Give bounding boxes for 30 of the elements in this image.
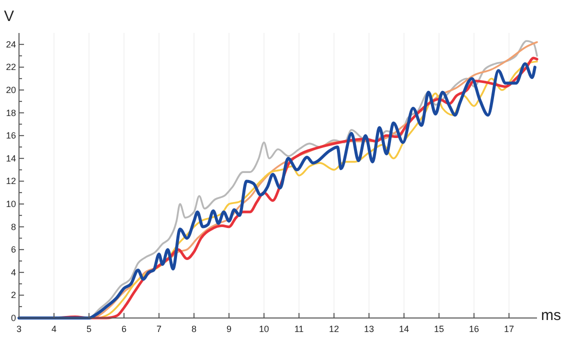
y-tick-label: 4 — [10, 267, 16, 278]
y-tick-label: 12 — [6, 176, 16, 186]
y-tick-label: 18 — [6, 108, 16, 118]
y-axis-title: V — [4, 8, 14, 25]
x-tick-label: 9 — [226, 324, 232, 334]
y-tick-label: 20 — [6, 85, 16, 95]
y-tick-label: 10 — [6, 199, 16, 209]
y-tick-label: 8 — [10, 222, 16, 232]
y-tick-label: 6 — [10, 244, 16, 255]
y-tick-label: 24 — [6, 39, 16, 50]
x-tick-label: 6 — [121, 324, 127, 334]
x-tick-label: 8 — [191, 324, 197, 334]
x-tick-label: 16 — [468, 324, 480, 334]
y-tick-label: 14 — [6, 153, 16, 164]
x-tick-label: 10 — [258, 324, 270, 334]
y-tick-label: 16 — [6, 130, 16, 141]
y-tick-label: 0 — [10, 313, 16, 323]
x-tick-label: 13 — [364, 324, 374, 334]
x-tick-label: 4 — [51, 324, 57, 334]
x-tick-label: 14 — [398, 324, 410, 334]
x-tick-label: 7 — [156, 324, 162, 334]
x-tick-label: 3 — [16, 324, 22, 334]
x-tick-label: 15 — [434, 324, 444, 334]
y-tick-label: 22 — [6, 62, 16, 72]
x-axis-title: ms — [541, 307, 561, 324]
x-tick-label: 17 — [504, 324, 514, 334]
y-tick-label: 2 — [10, 290, 16, 300]
x-tick-label: 12 — [328, 324, 340, 334]
x-tick-label: 11 — [294, 324, 304, 334]
x-tick-label: 5 — [86, 324, 92, 334]
